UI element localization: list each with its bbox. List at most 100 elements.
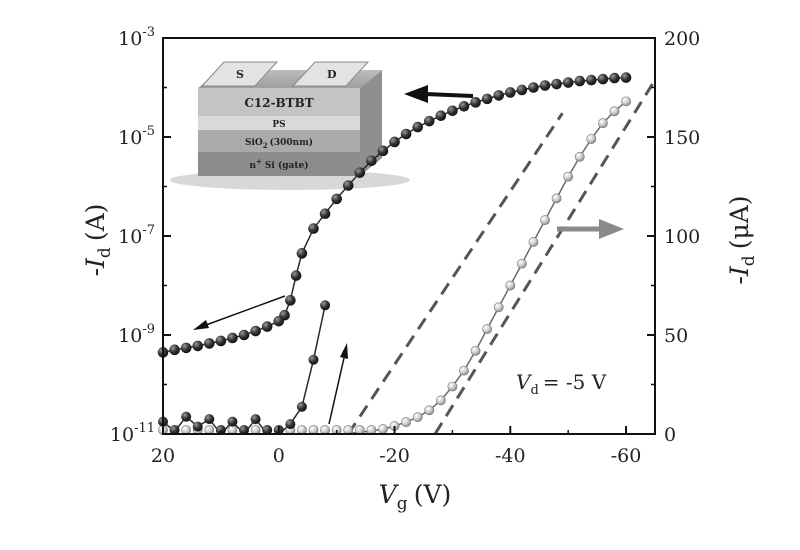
arrow-to-left-axis-head <box>404 85 428 103</box>
dark-data-point-reverse <box>539 80 551 91</box>
dark-data-point-reverse <box>342 180 354 191</box>
device-structure-inset: S D C12-BTBT PS SiO2 (300nm) n+ Si (gate) <box>170 61 410 190</box>
light-data-point <box>493 302 504 313</box>
dark-data-point-reverse <box>493 90 505 101</box>
dark-data-point-forward <box>285 419 296 430</box>
light-data-point <box>505 280 516 291</box>
inset-layer-c12btbt <box>198 88 360 116</box>
y-left-axis-ticks: 10-11 10-9 10-7 10-5 10-3 <box>110 25 171 446</box>
y-right-tick-label: 200 <box>664 28 700 50</box>
dark-data-point-reverse <box>481 93 493 105</box>
y-right-tick-label: 0 <box>664 424 676 446</box>
arrow-sweep-reverse <box>205 295 286 326</box>
dark-data-point-reverse <box>586 74 597 86</box>
dark-data-point-forward <box>239 425 250 435</box>
dark-data-point-reverse <box>192 340 204 352</box>
dark-data-point-forward <box>250 414 261 425</box>
drain-voltage-annotation: Vd = -5 V <box>516 370 607 398</box>
dark-data-point-reverse <box>609 72 620 84</box>
dark-data-point-reverse <box>551 78 562 90</box>
dark-data-point-reverse <box>331 193 342 205</box>
inset-side-face <box>360 70 382 176</box>
dark-data-point-reverse <box>377 145 389 157</box>
arrow-sweep-reverse-head <box>193 320 209 330</box>
light-data-point <box>621 96 631 107</box>
arrow-sweep-forward <box>328 357 345 425</box>
y-left-tick-label: 10-9 <box>118 322 155 347</box>
annotation-arrows <box>193 85 624 425</box>
dark-data-point-reverse <box>400 128 412 140</box>
x-tick-label: -20 <box>379 445 410 467</box>
dark-data-point-forward <box>181 411 192 422</box>
dark-data-point-reverse <box>562 77 574 88</box>
dark-data-point-reverse <box>620 72 632 83</box>
dark-data-point-forward <box>204 414 215 425</box>
dark-data-point-forward <box>308 354 319 365</box>
x-tick-label: 20 <box>151 445 175 467</box>
inset-label-c12btbt: C12-BTBT <box>244 96 313 110</box>
inset-label-sio2: SiO2 (300nm) <box>245 137 313 150</box>
dark-data-point-reverse <box>169 344 180 356</box>
light-data-point <box>574 151 585 162</box>
dark-data-point-reverse <box>180 342 192 354</box>
light-data-point <box>482 324 493 334</box>
dark-data-point-forward <box>296 401 307 412</box>
light-data-point <box>447 381 458 392</box>
dark-data-point-reverse <box>285 295 296 306</box>
dark-data-point-reverse <box>238 329 250 341</box>
inset-label-ps: PS <box>272 120 285 130</box>
inset-contact-source <box>200 61 279 87</box>
dark-data-point-reverse <box>250 325 261 337</box>
arrow-to-right-axis-head <box>599 219 624 239</box>
dark-data-point-reverse <box>261 321 273 332</box>
light-data-point <box>586 134 597 144</box>
inset-layer-ps <box>198 116 360 130</box>
light-data-point <box>540 215 550 226</box>
dark-data-point-reverse <box>290 270 302 281</box>
dark-data-point-reverse <box>574 75 586 87</box>
x-axis-title: Vg (V) <box>379 480 452 514</box>
light-data-point <box>424 405 435 416</box>
extrapolation-lines <box>346 80 656 435</box>
inset-label-si-gate: n+ Si (gate) <box>250 157 309 171</box>
y-right-axis-ticks: 0 50 100 150 200 <box>647 28 700 446</box>
dark-data-point-reverse <box>204 338 215 349</box>
light-data-point <box>435 395 446 406</box>
dark-data-point-forward <box>262 425 273 435</box>
dark-data-point-reverse <box>470 97 481 108</box>
dark-data-point-reverse <box>273 315 285 327</box>
dark-data-point-reverse <box>366 155 377 167</box>
x-axis-ticks: 20 0 -20 -40 -60 <box>151 426 641 467</box>
dark-data-point-reverse <box>319 208 331 220</box>
light-data-point <box>563 171 574 182</box>
light-data-point <box>598 118 608 129</box>
dashed-fit-line <box>433 80 656 435</box>
dark-data-point-reverse <box>435 110 447 122</box>
x-tick-label: -40 <box>495 445 526 467</box>
light-data-point <box>378 424 388 434</box>
light-data-point <box>459 365 469 376</box>
dark-data-point-reverse <box>296 248 308 259</box>
dark-data-point-forward <box>227 416 238 427</box>
y-right-tick-label: 50 <box>664 325 688 347</box>
dark-data-point-reverse <box>412 121 423 133</box>
inset-drain-label: D <box>327 68 337 81</box>
series-points <box>157 72 632 435</box>
light-data-point <box>401 417 412 428</box>
dashed-fit-line <box>346 112 564 435</box>
light-data-point <box>516 258 527 269</box>
light-data-point <box>551 193 562 204</box>
light-data-point <box>470 345 481 356</box>
dark-data-point-forward <box>169 425 180 435</box>
dark-data-point-reverse <box>516 84 528 96</box>
x-tick-label: 0 <box>273 445 285 467</box>
arrow-sweep-forward-head <box>340 343 348 359</box>
arrow-to-left-axis <box>424 92 474 98</box>
dark-data-point-reverse <box>423 115 435 127</box>
y-left-axis-title: -Id(A) <box>81 204 115 277</box>
dark-data-point-reverse <box>597 73 609 85</box>
light-data-point <box>609 106 620 117</box>
dark-data-point-forward <box>320 300 331 311</box>
y-left-tick-label: 10-7 <box>118 223 155 248</box>
